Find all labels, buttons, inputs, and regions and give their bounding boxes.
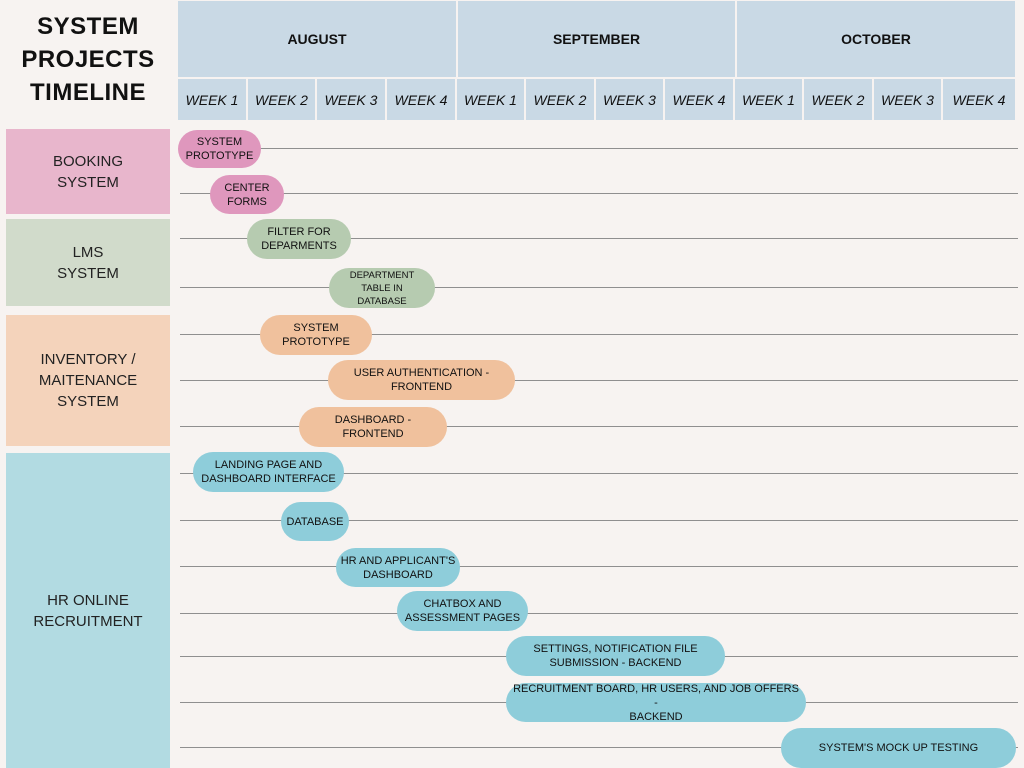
group-hr-online-recruitment: HR ONLINE RECRUITMENT bbox=[6, 453, 170, 768]
page-title: SYSTEM PROJECTS TIMELINE bbox=[21, 13, 155, 106]
week-header: WEEK 1 bbox=[457, 79, 524, 120]
row-line bbox=[180, 473, 1018, 474]
row-line bbox=[180, 238, 1018, 239]
group-booking-system: BOOKING SYSTEM bbox=[6, 129, 170, 214]
task-hr-applicant-dashboard: HR AND APPLICANT'S DASHBOARD bbox=[336, 548, 460, 587]
task-hr-mockup-testing: SYSTEM'S MOCK UP TESTING bbox=[781, 728, 1016, 768]
task-inventory-user-authentication: USER AUTHENTICATION - FRONTEND bbox=[328, 360, 515, 400]
row-line bbox=[180, 520, 1018, 521]
group-inventory-maintenance-system: INVENTORY / MAITENANCE SYSTEM bbox=[6, 315, 170, 446]
row-line bbox=[180, 334, 1018, 335]
week-header: WEEK 3 bbox=[317, 79, 385, 120]
week-header: WEEK 2 bbox=[248, 79, 315, 120]
week-header: WEEK 4 bbox=[665, 79, 733, 120]
row-line bbox=[180, 613, 1018, 614]
row-line bbox=[180, 426, 1018, 427]
row-line bbox=[180, 747, 1018, 748]
task-inventory-dashboard-frontend: DASHBOARD - FRONTEND bbox=[299, 407, 447, 447]
week-header: WEEK 4 bbox=[387, 79, 455, 120]
week-header: WEEK 1 bbox=[735, 79, 802, 120]
task-booking-center-forms: CENTER FORMS bbox=[210, 175, 284, 214]
month-header-august: AUGUST bbox=[178, 1, 456, 77]
row-line bbox=[180, 193, 1018, 194]
week-header: WEEK 1 bbox=[178, 79, 246, 120]
task-inventory-system-prototype: SYSTEM PROTOTYPE bbox=[260, 315, 372, 355]
task-hr-landing-page: LANDING PAGE AND DASHBOARD INTERFACE bbox=[193, 452, 344, 492]
task-hr-recruitment-board: RECRUITMENT BOARD, HR USERS, AND JOB OFF… bbox=[506, 683, 806, 723]
row-line bbox=[180, 566, 1018, 567]
week-header: WEEK 3 bbox=[596, 79, 663, 120]
task-hr-chatbox-assessment: CHATBOX AND ASSESSMENT PAGES bbox=[397, 591, 528, 631]
task-hr-database: DATABASE bbox=[281, 502, 349, 541]
week-header: WEEK 2 bbox=[526, 79, 594, 120]
row-line bbox=[180, 287, 1018, 288]
task-lms-department-table: DEPARTMENT TABLE IN DATABASE bbox=[329, 268, 435, 308]
month-header-september: SEPTEMBER bbox=[458, 1, 735, 77]
task-lms-filter-departments: FILTER FOR DEPARMENTS bbox=[247, 219, 351, 259]
month-header-october: OCTOBER bbox=[737, 1, 1015, 77]
task-hr-settings-notification: SETTINGS, NOTIFICATION FILE SUBMISSION -… bbox=[506, 636, 725, 676]
week-header: WEEK 2 bbox=[804, 79, 872, 120]
row-line bbox=[180, 380, 1018, 381]
row-line bbox=[258, 148, 1018, 149]
task-booking-system-prototype: SYSTEM PROTOTYPE bbox=[178, 130, 261, 168]
week-header: WEEK 4 bbox=[943, 79, 1015, 120]
week-header: WEEK 3 bbox=[874, 79, 941, 120]
group-lms-system: LMS SYSTEM bbox=[6, 219, 170, 306]
